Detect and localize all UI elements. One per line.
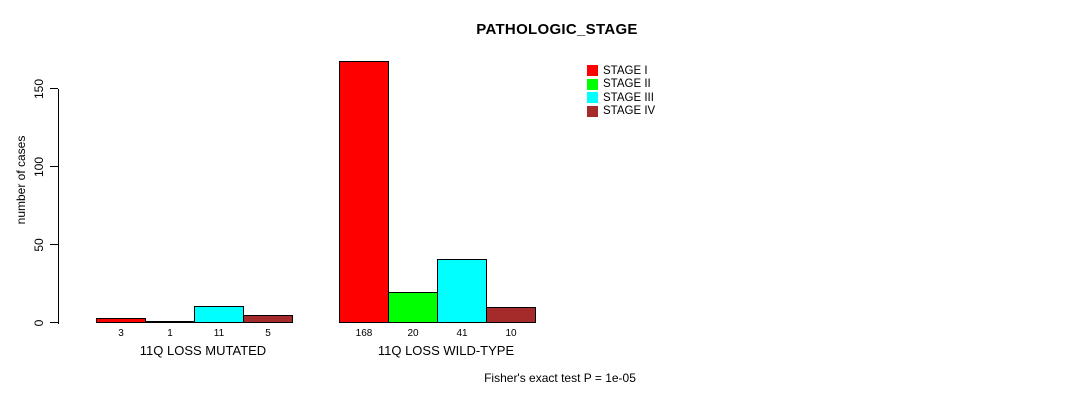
bar-value-label: 168 (355, 327, 373, 339)
bar-value-label: 3 (118, 327, 124, 339)
legend-label: STAGE III (603, 91, 654, 104)
legend-label: STAGE I (603, 64, 648, 77)
bar-stage-iii (194, 305, 244, 323)
y-axis-tick (50, 88, 58, 89)
bar-value-label: 41 (456, 327, 468, 339)
bar-value-label: 5 (265, 327, 271, 339)
bar-value-label: 20 (407, 327, 419, 339)
legend-item-stage-iv: STAGE IV (587, 105, 655, 118)
legend-swatch-stage-iii (587, 92, 598, 103)
y-axis-tick (50, 244, 58, 245)
group-label-11q-loss-wild-type: 11Q LOSS WILD-TYPE (377, 342, 515, 358)
legend-swatch-stage-i (587, 65, 598, 76)
bar-stage-i (339, 60, 389, 323)
y-axis-tick-label: 100 (32, 156, 46, 177)
footnote: Fisher's exact test P = 1e-05 (484, 371, 636, 385)
bar-value-label: 11 (213, 327, 225, 339)
bar-value-label: 1 (167, 327, 173, 339)
legend-swatch-stage-ii (587, 78, 598, 90)
y-axis-tick-label: 0 (32, 319, 46, 326)
y-axis-label: number of cases (14, 135, 28, 225)
chart-title: PATHOLOGIC_STAGE (476, 21, 638, 38)
y-axis-tick (50, 166, 58, 167)
bar-stage-iv (243, 314, 293, 323)
legend: STAGE I STAGE II STAGE III STAGE IV (587, 64, 655, 118)
bar-stage-i (96, 317, 146, 323)
legend-item-stage-iii: STAGE III (587, 91, 655, 104)
legend-label: STAGE IV (603, 105, 656, 117)
legend-swatch-stage-iv (587, 105, 598, 117)
legend-label: STAGE II (603, 78, 651, 90)
legend-item-stage-ii: STAGE II (587, 78, 655, 91)
bar-stage-iii (437, 258, 487, 323)
y-axis-line (58, 88, 59, 324)
bar-stage-ii (388, 291, 438, 323)
y-axis-tick-label: 50 (32, 237, 46, 252)
legend-item-stage-i: STAGE I (587, 64, 655, 77)
bar-stage-ii (145, 320, 195, 323)
bar-stage-iv (486, 306, 536, 323)
bar-value-label: 10 (505, 327, 517, 339)
y-axis-tick (50, 322, 58, 323)
y-axis-tick-label: 150 (32, 78, 46, 99)
group-label-11q-loss-mutated: 11Q LOSS MUTATED (139, 342, 267, 358)
